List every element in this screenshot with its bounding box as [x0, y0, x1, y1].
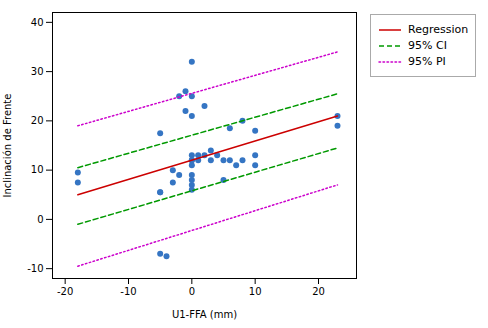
svg-text:-10: -10	[27, 263, 43, 274]
svg-text:20: 20	[312, 286, 325, 297]
svg-text:-20: -20	[57, 286, 73, 297]
svg-text:10: 10	[249, 286, 262, 297]
html-text:95% CI: 95% CI	[408, 39, 447, 52]
svg-text:-10: -10	[120, 286, 136, 297]
svg-text:Inclinación de Frente: Inclinación de Frente	[2, 94, 13, 198]
svg-text:0: 0	[37, 214, 43, 225]
svg-text:20: 20	[31, 115, 44, 126]
svg-text:30: 30	[31, 66, 44, 77]
html-text:Regression: Regression	[408, 23, 469, 36]
svg-text:40: 40	[31, 17, 44, 28]
svg-text:U1-FFA (mm): U1-FFA (mm)	[172, 309, 237, 320]
html-text:95% PI: 95% PI	[408, 55, 446, 68]
svg-text:10: 10	[31, 164, 44, 175]
svg-text:0: 0	[189, 286, 195, 297]
